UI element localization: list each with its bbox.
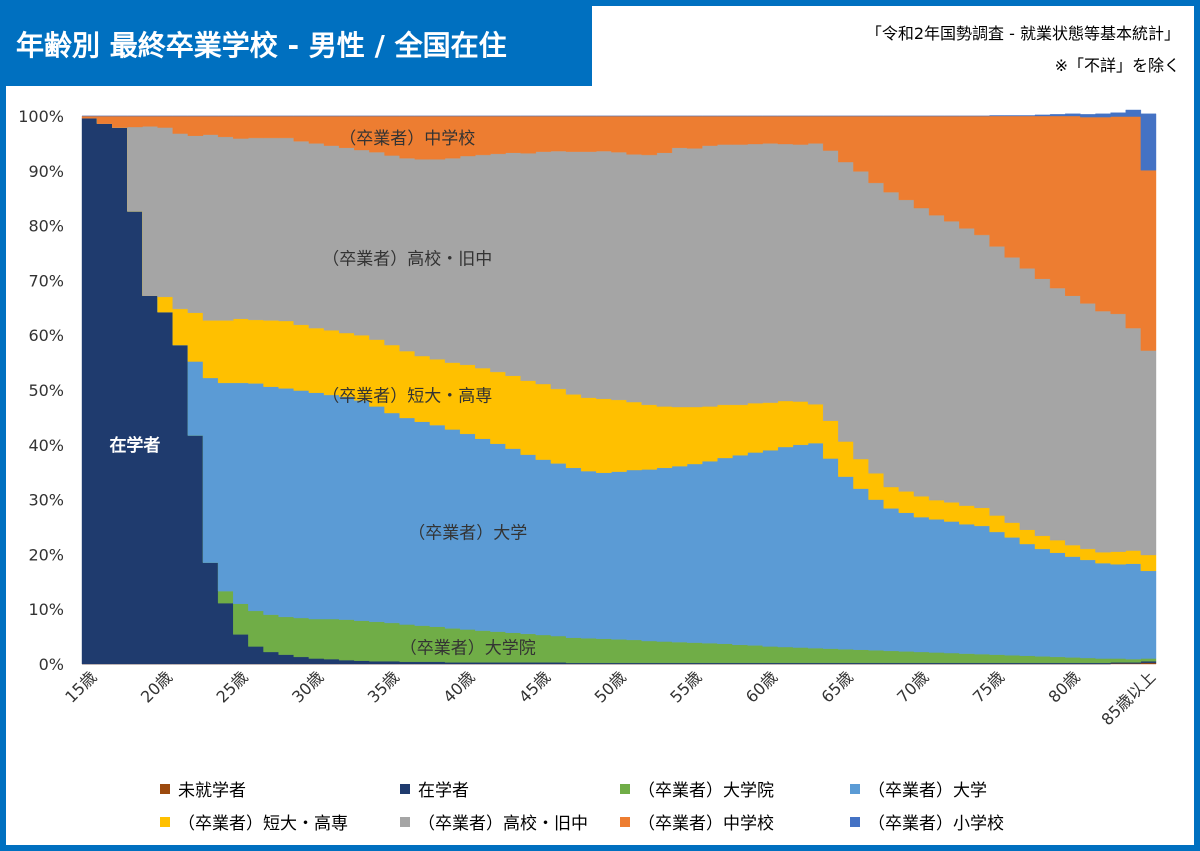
x-tick-label: 20歳 — [137, 667, 176, 706]
y-tick-label: 80% — [28, 217, 64, 236]
legend-item-在学者: 在学者 — [400, 776, 620, 801]
area-series-卒業者小学校 — [82, 109, 1157, 171]
source-note: 「令和2年国勢調査 - 就業状態等基本統計」 ※「不詳」を除く — [866, 18, 1180, 82]
area-label-卒業者短大・高専: （卒業者）短大・高専 — [322, 386, 492, 406]
legend-swatch — [620, 816, 630, 827]
y-tick-label: 20% — [28, 545, 64, 564]
legend-swatch — [160, 783, 170, 794]
x-tick-label: 50歳 — [591, 667, 630, 706]
legend-item-卒業者小学校: （卒業者）小学校 — [850, 809, 1040, 834]
legend-item-卒業者中学校: （卒業者）中学校 — [620, 809, 850, 834]
x-tick-label: 15歳 — [61, 667, 100, 706]
legend-swatch — [160, 816, 170, 827]
x-tick-label: 70歳 — [893, 667, 932, 706]
y-tick-label: 0% — [39, 655, 64, 674]
x-tick-label: 45歳 — [515, 667, 554, 706]
x-tick-label: 40歳 — [439, 667, 478, 706]
legend-label: 在学者 — [418, 781, 469, 801]
x-tick-label: 30歳 — [288, 667, 327, 706]
legend-swatch — [400, 783, 410, 794]
legend-swatch — [400, 816, 410, 827]
legend-item-卒業者高校・旧中: （卒業者）高校・旧中 — [400, 809, 620, 834]
x-tick-label: 60歳 — [742, 667, 781, 706]
chart-legend: 未就学者 在学者 （卒業者）大学院 （卒業者）大学 （卒業者）短大・高専 （卒業者）高校・… — [160, 776, 1040, 834]
x-tick-label: 25歳 — [213, 667, 252, 706]
x-tick-label: 65歳 — [818, 667, 857, 706]
legend-label: （卒業者）大学院 — [638, 781, 774, 801]
legend-swatch — [850, 816, 860, 827]
x-tick-label: 55歳 — [666, 667, 705, 706]
y-tick-label: 60% — [28, 326, 64, 345]
legend-label: （卒業者）短大・高専 — [178, 814, 348, 834]
x-tick-label: 80歳 — [1044, 667, 1083, 706]
y-tick-label: 30% — [28, 491, 64, 510]
legend-item-卒業者大学院: （卒業者）大学院 — [620, 776, 850, 801]
x-tick-label: 85歳以上 — [1097, 667, 1159, 729]
x-tick-label: 35歳 — [364, 667, 403, 706]
legend-label: （卒業者）大学 — [868, 781, 987, 801]
legend-label: （卒業者）小学校 — [868, 814, 1004, 834]
y-tick-label: 100% — [18, 107, 64, 126]
area-label-卒業者中学校: （卒業者）中学校 — [339, 129, 475, 149]
legend-item-卒業者短大・高専: （卒業者）短大・高専 — [160, 809, 400, 834]
legend-label: （卒業者）中学校 — [638, 814, 774, 834]
legend-label: （卒業者）高校・旧中 — [418, 814, 588, 834]
chart-title: 年齢別 最終卒業学校 - 男性 / 全国在住 — [6, 6, 592, 86]
legend-item-未就学者: 未就学者 — [160, 776, 400, 801]
legend-swatch — [850, 783, 860, 794]
y-tick-label: 50% — [28, 381, 64, 400]
legend-swatch — [620, 783, 630, 794]
area-label-在学者: 在学者 — [109, 435, 160, 456]
source-line-2: ※「不詳」を除く — [1054, 56, 1180, 75]
area-label-卒業者大学院: （卒業者）大学院 — [400, 639, 536, 659]
legend-item-卒業者大学: （卒業者）大学 — [850, 776, 1040, 801]
area-label-卒業者大学: （卒業者）大学 — [408, 523, 527, 543]
y-tick-label: 90% — [28, 162, 64, 181]
source-line-1: 「令和2年国勢調査 - 就業状態等基本統計」 — [865, 24, 1180, 43]
y-tick-label: 10% — [28, 600, 64, 619]
x-tick-label: 75歳 — [969, 667, 1008, 706]
y-tick-label: 40% — [28, 436, 64, 455]
legend-label: 未就学者 — [178, 781, 246, 801]
area-label-卒業者高校・旧中: （卒業者）高校・旧中 — [322, 249, 492, 269]
y-tick-label: 70% — [28, 271, 64, 290]
